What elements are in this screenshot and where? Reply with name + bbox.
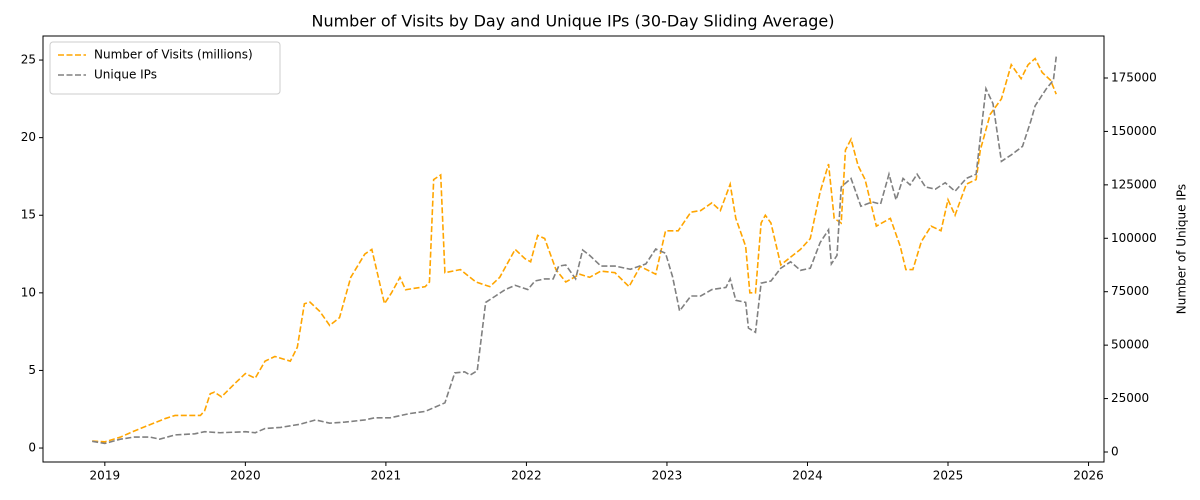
y2-tick-label: 0 xyxy=(1111,444,1119,458)
series-line xyxy=(92,56,1058,445)
y2-tick-label: 25000 xyxy=(1111,391,1149,405)
y-tick-label: 10 xyxy=(21,285,36,299)
y-tick-label: 20 xyxy=(21,130,36,144)
y2-tick-label: 100000 xyxy=(1111,231,1157,245)
x-tick-label: 2026 xyxy=(1073,469,1104,483)
x-tick-label: 2020 xyxy=(230,469,261,483)
x-tick-label: 2024 xyxy=(792,469,823,483)
series-line xyxy=(92,57,1057,443)
y2-axis-label: Number of Unique IPs xyxy=(1175,184,1189,314)
x-tick-label: 2022 xyxy=(511,469,542,483)
y2-tick-label: 125000 xyxy=(1111,177,1157,191)
y2-tick-label: 150000 xyxy=(1111,124,1157,138)
plot-frame xyxy=(42,35,1105,463)
y-tick-label: 15 xyxy=(21,208,36,222)
y-tick-label: 5 xyxy=(28,363,36,377)
chart-title: Number of Visits by Day and Unique IPs (… xyxy=(311,12,834,31)
x-tick-label: 2023 xyxy=(652,469,683,483)
x-tick-label: 2019 xyxy=(90,469,121,483)
x-tick-label: 2021 xyxy=(371,469,402,483)
y2-tick-label: 175000 xyxy=(1111,70,1157,84)
legend-label: Unique IPs xyxy=(94,68,157,82)
legend-box xyxy=(49,41,281,95)
y2-tick-label: 50000 xyxy=(1111,338,1149,352)
y-tick-label: 0 xyxy=(28,441,36,455)
x-tick-label: 2025 xyxy=(933,469,964,483)
y2-tick-label: 75000 xyxy=(1111,284,1149,298)
legend-label: Number of Visits (millions) xyxy=(94,48,253,62)
y-tick-label: 25 xyxy=(21,53,36,67)
